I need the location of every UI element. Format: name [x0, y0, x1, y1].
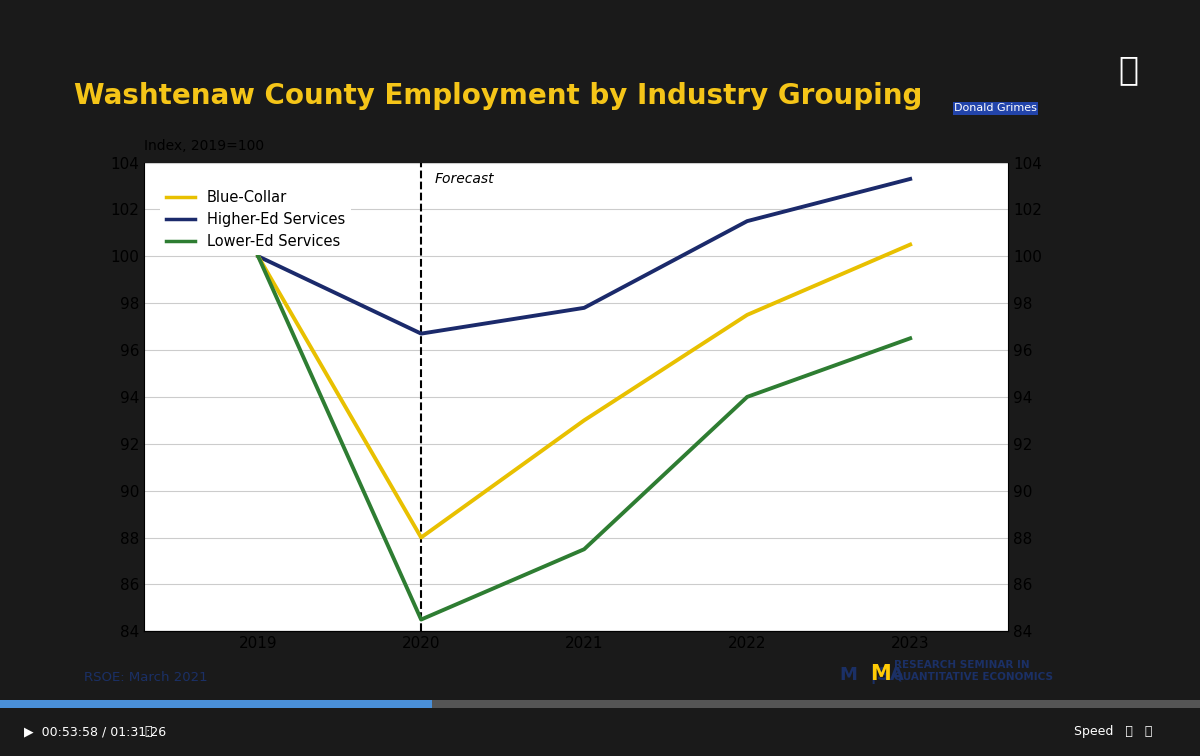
Text: RESEARCH SEMINAR IN
QUANTITATIVE ECONOMICS: RESEARCH SEMINAR IN QUANTITATIVE ECONOMI…: [894, 660, 1054, 682]
Text: Speed   ⬛   ⛶: Speed ⬛ ⛶: [1074, 725, 1152, 738]
Text: Donald Grimes: Donald Grimes: [954, 104, 1037, 113]
Text: M: M: [870, 665, 890, 684]
Text: ▶  00:53:58 / 01:31:26: ▶ 00:53:58 / 01:31:26: [24, 725, 166, 738]
Text: Index, 2019=100: Index, 2019=100: [144, 139, 264, 153]
Text: Forecast: Forecast: [434, 172, 493, 186]
Bar: [0, 700, 432, 708]
Text: RSOE: March 2021: RSOE: March 2021: [84, 671, 208, 684]
Text: 🔊: 🔊: [144, 725, 151, 738]
Text: Washtenaw County Employment by Industry Grouping: Washtenaw County Employment by Industry …: [74, 82, 923, 110]
Text: 👤: 👤: [1118, 54, 1138, 86]
Legend: Blue-Collar, Higher-Ed Services, Lower-Ed Services: Blue-Collar, Higher-Ed Services, Lower-E…: [160, 184, 350, 255]
Text: M  |SA: M |SA: [840, 666, 904, 684]
Bar: [0, 700, 1200, 708]
